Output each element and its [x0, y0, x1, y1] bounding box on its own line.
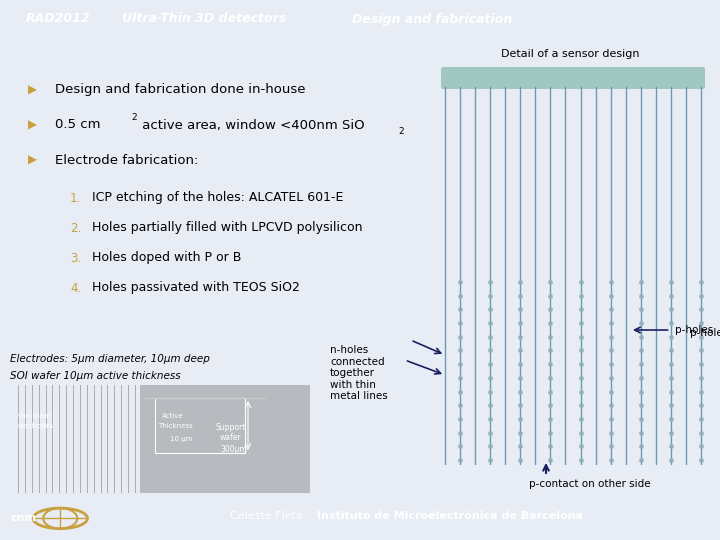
Text: Holes passivated with TEOS SiO2: Holes passivated with TEOS SiO2 — [92, 281, 300, 294]
Bar — [155, 398, 245, 453]
Text: Instituto de Microelectrónica de Barcelona: Instituto de Microelectrónica de Barcelo… — [317, 511, 582, 521]
Text: p-holes: p-holes — [675, 325, 714, 335]
Text: Ultra-Thin 3D detectors: Ultra-Thin 3D detectors — [122, 12, 286, 25]
Text: Support: Support — [215, 423, 246, 433]
Text: Columnar: Columnar — [18, 413, 52, 419]
Text: 300μm: 300μm — [220, 446, 247, 455]
FancyBboxPatch shape — [441, 67, 705, 89]
Text: 1.: 1. — [70, 192, 81, 205]
Text: Design and fabrication done in-house: Design and fabrication done in-house — [55, 84, 305, 97]
Text: 2.: 2. — [70, 221, 81, 234]
Text: active area, window <400nm SiO: active area, window <400nm SiO — [138, 118, 364, 132]
Text: Electrode fabrication:: Electrode fabrication: — [55, 153, 199, 166]
Text: p-contact on other side: p-contact on other side — [529, 479, 651, 489]
Text: electrodes: electrodes — [18, 423, 55, 429]
Text: Thickness: Thickness — [158, 423, 193, 429]
Text: Electrodes: 5μm diameter, 10μm deep: Electrodes: 5μm diameter, 10μm deep — [10, 354, 210, 364]
Text: SOI wafer 10μm active thickness: SOI wafer 10μm active thickness — [10, 372, 181, 381]
Text: 0.5 cm: 0.5 cm — [55, 118, 101, 132]
Text: 2: 2 — [398, 127, 404, 137]
Text: ▶: ▶ — [28, 118, 37, 132]
Text: n-holes
connected
together
with thin
metal lines: n-holes connected together with thin met… — [330, 345, 388, 401]
Text: Detail of a sensor design: Detail of a sensor design — [501, 49, 640, 59]
Text: ICP etching of the holes: ALCATEL 601-E: ICP etching of the holes: ALCATEL 601-E — [92, 192, 343, 205]
Text: 10 μm: 10 μm — [170, 436, 192, 442]
Text: n-contact: n-contact — [546, 74, 598, 84]
Text: Celeste Fleta: Celeste Fleta — [230, 511, 302, 521]
Text: Holes doped with P or B: Holes doped with P or B — [92, 252, 241, 265]
Text: Holes partially filled with LPCVD polysilicon: Holes partially filled with LPCVD polysi… — [92, 221, 362, 234]
Text: wafer: wafer — [220, 434, 242, 442]
Text: cnm: cnm — [11, 514, 37, 523]
Text: ▶: ▶ — [28, 84, 37, 97]
Text: Design and fabrication: Design and fabrication — [352, 12, 512, 25]
Bar — [140, 385, 310, 493]
Text: 4.: 4. — [70, 281, 81, 294]
Text: 2: 2 — [131, 112, 137, 122]
Text: Active: Active — [162, 413, 184, 419]
Text: ▶: ▶ — [28, 153, 37, 166]
Text: RAD2012: RAD2012 — [26, 12, 90, 25]
Text: p-holes: p-holes — [690, 328, 720, 338]
Text: 3.: 3. — [70, 252, 81, 265]
